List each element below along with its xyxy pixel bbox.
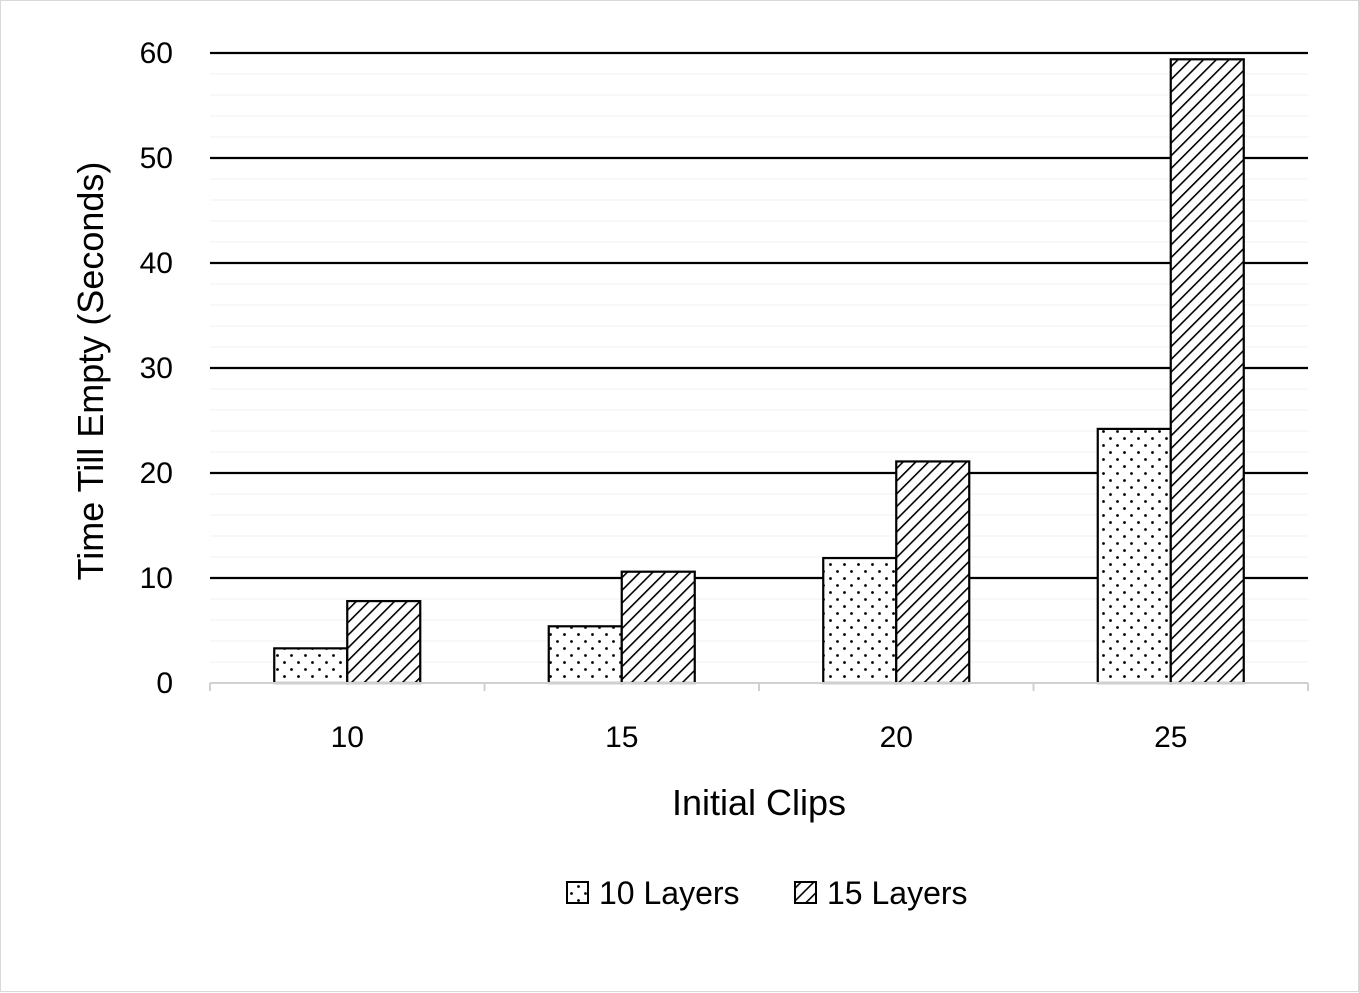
x-axis: [209, 682, 1309, 691]
bars: [273, 58, 1245, 685]
minor-gridlines: [210, 73, 1308, 663]
bar-15-layers-10: [346, 599, 422, 685]
x-axis-tick-labels: 10 15 20 25: [331, 721, 1188, 754]
bar-15-layers-20: [895, 460, 971, 685]
y-axis-title: Time Till Empty (Seconds): [70, 162, 111, 581]
bar-10-layers-25: [1096, 427, 1172, 685]
y-tick-label: 60: [140, 37, 173, 70]
y-tick-label: 40: [140, 247, 173, 280]
x-tick-label: 25: [1154, 721, 1187, 754]
bar-10-layers-20: [822, 556, 898, 685]
x-tick-label: 15: [605, 721, 638, 754]
y-tick-label: 30: [140, 352, 173, 385]
y-tick-label: 20: [140, 457, 173, 490]
y-axis-tick-labels: 0 10 20 30 40 50 60: [140, 37, 173, 700]
bar-15-layers-25: [1169, 58, 1245, 685]
bar-10-layers-10: [273, 647, 349, 685]
legend: 10 Layers 15 Layers: [566, 875, 968, 911]
y-tick-label: 0: [156, 667, 173, 700]
bar-15-layers-15: [620, 570, 696, 685]
legend-swatch-15-layers: [794, 881, 817, 904]
x-axis-title: Initial Clips: [672, 782, 846, 823]
y-tick-label: 10: [140, 562, 173, 595]
x-tick-label: 10: [331, 721, 364, 754]
x-tick-label: 20: [880, 721, 913, 754]
y-tick-label: 50: [140, 142, 173, 175]
bar-10-layers-15: [547, 625, 623, 685]
legend-label: 15 Layers: [827, 875, 968, 911]
legend-swatch-10-layers: [566, 881, 589, 904]
legend-label: 10 Layers: [599, 875, 740, 911]
